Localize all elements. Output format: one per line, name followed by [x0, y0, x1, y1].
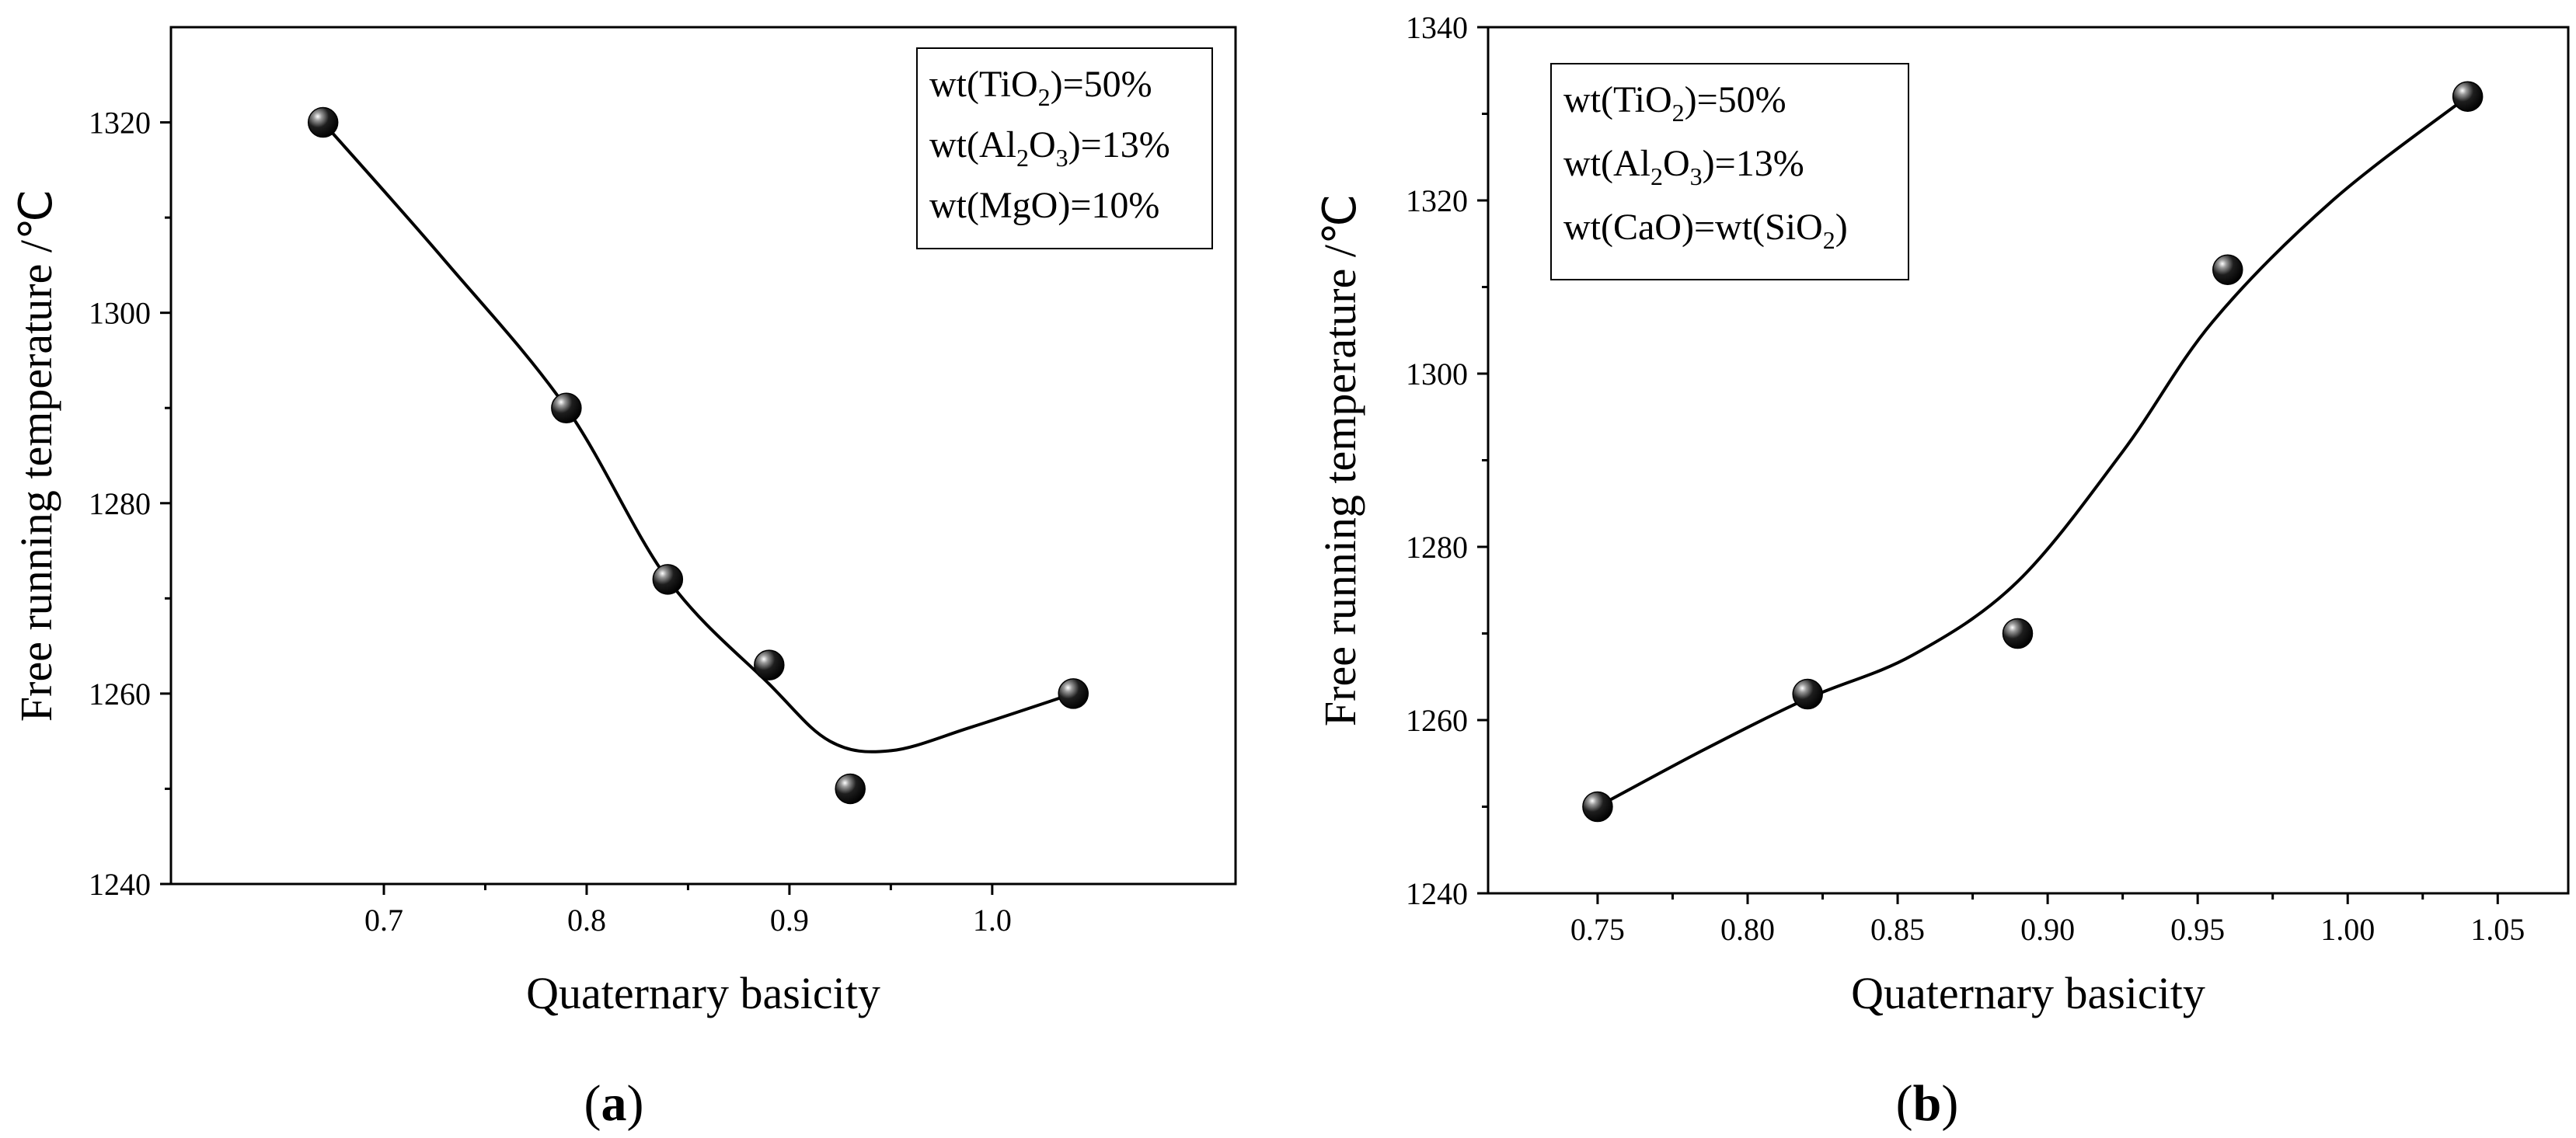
y-tick-label: 1240	[1406, 876, 1468, 911]
legend-entry: wt(TiO2)=50%	[929, 64, 1152, 111]
legend-text-part: )=13%	[1068, 124, 1170, 165]
legend-entry: wt(TiO2)=50%	[1563, 79, 1786, 127]
legend-text-part: O	[1029, 124, 1056, 165]
y-axis-title: Free running temperature /℃	[11, 190, 61, 722]
data-point	[2452, 81, 2484, 112]
panel-label: (a)	[584, 1075, 644, 1132]
data-point	[835, 773, 866, 805]
legend-subscript: 3	[1056, 144, 1068, 172]
x-tick-label: 0.7	[364, 903, 403, 938]
y-tick-label: 1320	[89, 106, 151, 141]
data-point	[1058, 678, 1089, 709]
y-tick-label: 1300	[89, 296, 151, 331]
y-tick-label: 1300	[1406, 357, 1468, 392]
panel-label-paren: (	[584, 1075, 601, 1132]
panel-label-paren: )	[1941, 1075, 1958, 1132]
panel-b-chart: 1240 1260 1280 1300 1320 1340 0.75 0.80 0.85 0.90…	[1315, 10, 2570, 1132]
data-point	[652, 564, 684, 595]
y-tick-label: 1320	[1406, 183, 1468, 218]
legend-subscript: 2	[1672, 99, 1685, 127]
data-point	[2212, 254, 2243, 285]
legend-subscript: 2	[1038, 83, 1051, 111]
legend-text-part: O	[1663, 143, 1690, 184]
panel-label-paren: )	[627, 1075, 644, 1132]
y-tick-label: 1340	[1406, 10, 1468, 45]
panel-label-letter: b	[1913, 1075, 1942, 1132]
x-tick-label: 0.95	[2170, 912, 2225, 947]
x-tick-label: 0.80	[1720, 912, 1775, 947]
x-axis-title: Quaternary basicity	[526, 968, 880, 1018]
x-axis-title: Quaternary basicity	[1851, 968, 2205, 1018]
panel-a-chart: 1240 1260 1280 1300 1320 0.7 0.8 0.9 1.0 Quaterna…	[11, 26, 1237, 1132]
legend-text-part: wt(TiO	[929, 64, 1038, 105]
y-tick-label: 1260	[1406, 703, 1468, 738]
fit-curve	[1596, 95, 2469, 809]
y-tick-label: 1280	[89, 486, 151, 521]
data-point	[1792, 678, 1823, 710]
legend-text-part: wt(MgO)=10%	[929, 185, 1159, 226]
legend-subscript: 3	[1690, 162, 1703, 190]
legend-text-part: wt(Al	[1563, 143, 1651, 184]
legend-box	[1550, 63, 1909, 280]
legend-subscript: 2	[1823, 226, 1835, 254]
y-tick-label: 1260	[89, 677, 151, 712]
x-tick-label: 0.90	[2020, 912, 2075, 947]
panel-label-paren: (	[1896, 1075, 1913, 1132]
x-tick-label: 0.8	[567, 903, 606, 938]
y-tick-label: 1280	[1406, 530, 1468, 565]
x-tick-label: 1.05	[2470, 912, 2525, 947]
data-point	[551, 392, 582, 423]
x-tick-label: 1.00	[2320, 912, 2375, 947]
data-point	[754, 649, 785, 680]
x-tick-label: 0.75	[1570, 912, 1625, 947]
plot-frame	[169, 26, 1237, 886]
legend-entry: wt(MgO)=10%	[929, 185, 1159, 226]
panel-label-letter: a	[601, 1075, 627, 1132]
legend-text-part: wt(Al	[929, 124, 1016, 165]
legend-box	[916, 47, 1213, 249]
data-point	[1582, 791, 1613, 823]
legend-subscript: 2	[1016, 144, 1029, 172]
y-axis-title: Free running temperature /℃	[1315, 194, 1365, 726]
data-point	[2002, 618, 2034, 649]
legend-subscript: 2	[1651, 162, 1663, 190]
x-tick-label: 0.9	[770, 903, 809, 938]
legend-entry: wt(Al2O3)=13%	[1563, 143, 1804, 190]
x-tick-label: 1.0	[973, 903, 1012, 938]
legend-text-part: )=50%	[1051, 64, 1152, 105]
data-point	[307, 106, 339, 138]
legend-entry: wt(CaO)=wt(SiO2)	[1563, 207, 1848, 254]
legend-text-part: wt(CaO)=wt(SiO	[1563, 207, 1823, 248]
legend-text-part: )=13%	[1703, 143, 1804, 184]
y-tick-label: 1240	[89, 867, 151, 902]
legend-text-part: )	[1835, 207, 1848, 248]
legend-text-part: )=50%	[1685, 79, 1786, 120]
fit-curve	[322, 121, 1074, 753]
legend-entry: wt(Al2O3)=13%	[929, 124, 1170, 172]
x-tick-label: 0.85	[1870, 912, 1925, 947]
panel-label: (b)	[1896, 1075, 1959, 1132]
legend-text-part: wt(TiO	[1563, 79, 1672, 120]
